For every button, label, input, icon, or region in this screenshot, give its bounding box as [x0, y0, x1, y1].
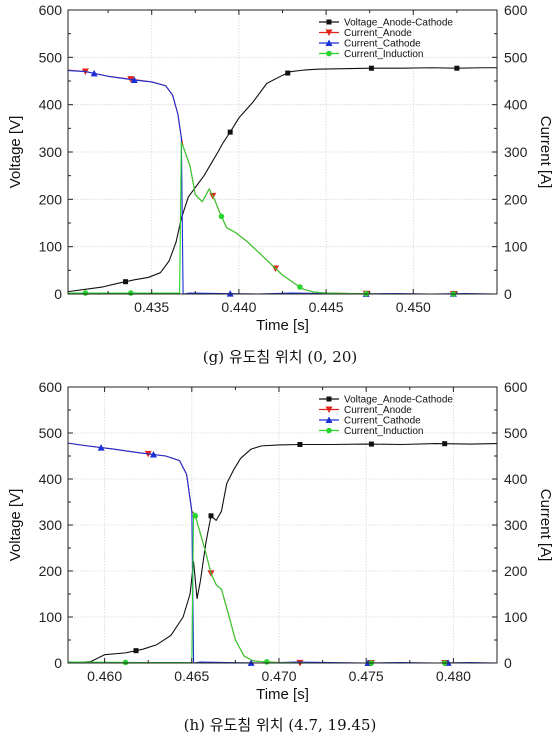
y-tick-label-left: 0 [54, 286, 62, 302]
series-marker-Voltage_Anode-Cathode [133, 648, 139, 654]
x-axis-label: Time [s] [256, 686, 309, 703]
series-line-Voltage_Anode-Cathode [67, 443, 498, 664]
y-tick-label-right: 600 [504, 379, 528, 395]
y-tick-label-left: 200 [39, 563, 63, 579]
y-tick-label-left: 300 [39, 517, 63, 533]
x-axis-label: Time [s] [256, 317, 309, 334]
y-tick-label-right: 0 [504, 655, 512, 671]
y-axis-label-left: Voltage [V] [7, 489, 24, 562]
series-marker-Voltage_Anode-Cathode [123, 279, 129, 285]
y-tick-label-left: 600 [39, 2, 63, 18]
x-tick-label: 0.450 [396, 299, 431, 315]
y-tick-label-right: 500 [504, 49, 528, 65]
legend-marker-Current_Cathode [325, 416, 333, 423]
x-tick-label: 0.475 [349, 668, 384, 684]
y-axis-label-right: Current [A] [537, 116, 554, 189]
series-marker-Voltage_Anode-Cathode [227, 129, 233, 135]
caption-h: (h) 유도침 위치 (4.7, 19.45) [183, 716, 377, 734]
series-marker-Voltage_Anode-Cathode [368, 441, 374, 447]
y-tick-label-right: 600 [504, 2, 528, 18]
x-tick-label: 0.445 [309, 299, 344, 315]
x-tick-label: 0.440 [221, 299, 256, 315]
legend-label-Current_Induction: Current_Induction [344, 49, 424, 60]
caption-g: (g) 유도침 위치 (0, 20) [202, 348, 358, 366]
series-marker-Current_Induction [218, 213, 225, 220]
legend-marker-Voltage_Anode-Cathode [326, 396, 332, 402]
y-tick-label-left: 500 [39, 49, 63, 65]
legend-label-Current_Anode: Current_Anode [344, 405, 412, 416]
series-marker-Current_Induction [297, 284, 303, 290]
series-marker-Voltage_Anode-Cathode [285, 70, 291, 76]
x-tick-label: 0.480 [436, 668, 471, 684]
legend-marker-Current_Induction [326, 427, 332, 434]
series-marker-Current_Cathode [226, 290, 234, 297]
legend-label-Current_Cathode: Current_Cathode [344, 416, 421, 427]
y-tick-label-right: 500 [504, 425, 528, 441]
y-axis-label-right: Current [A] [537, 489, 554, 562]
legend-marker-Current_Induction [326, 50, 332, 57]
series-marker-Current_Cathode [130, 76, 138, 84]
series-marker-Current_Induction [122, 659, 129, 666]
series-marker-Current_Induction [192, 513, 199, 519]
series-marker-Current_Induction [264, 659, 270, 665]
series-line-Voltage_Anode-Cathode [67, 67, 497, 293]
series-marker-Voltage_Anode-Cathode [297, 442, 303, 447]
chart-1: 0 0 100 100 200 200 300 300 400 400 500 500 600 600 0.… [7, 379, 554, 703]
series-marker-Voltage_Anode-Cathode [442, 441, 448, 447]
legend-marker-Voltage_Anode-Cathode [326, 19, 332, 25]
y-tick-label-left: 200 [39, 191, 63, 207]
y-tick-label-left: 600 [39, 379, 63, 395]
series-marker-Current_Induction [127, 290, 134, 296]
y-axis-label-left: Voltage [V] [7, 116, 24, 189]
series-marker-Current_Cathode [149, 450, 157, 458]
y-tick-label-right: 300 [504, 144, 528, 160]
legend-marker-Current_Cathode [325, 39, 333, 46]
y-tick-label-left: 400 [39, 471, 63, 487]
series-marker-Voltage_Anode-Cathode [208, 513, 214, 519]
y-tick-label-left: 400 [39, 97, 63, 113]
legend-label-Current_Anode: Current_Anode [344, 28, 412, 39]
x-tick-label: 0.470 [261, 668, 296, 684]
series-marker-Current_Cathode [90, 69, 98, 77]
legend-label-Voltage_Anode-Cathode: Voltage_Anode-Cathode [344, 18, 453, 29]
y-tick-label-right: 200 [504, 191, 528, 207]
y-tick-label-right: 100 [504, 239, 528, 255]
chart-0: 0 0 100 100 200 200 300 300 400 400 500 500 600 600 0.… [7, 2, 554, 334]
legend-marker-Current_Anode [325, 406, 333, 413]
y-tick-label-left: 100 [39, 609, 63, 625]
legend-marker-Current_Anode [325, 29, 333, 36]
series-marker-Voltage_Anode-Cathode [454, 65, 460, 71]
legend-label-Current_Cathode: Current_Cathode [344, 39, 421, 50]
y-tick-label-left: 100 [39, 239, 63, 255]
y-tick-label-right: 0 [504, 286, 512, 302]
series-marker-Current_Cathode [97, 444, 105, 451]
y-tick-label-right: 100 [504, 609, 528, 625]
series-marker-Voltage_Anode-Cathode [368, 65, 374, 71]
y-tick-label-right: 400 [504, 97, 528, 113]
y-tick-label-right: 400 [504, 471, 528, 487]
legend-label-Voltage_Anode-Cathode: Voltage_Anode-Cathode [344, 395, 453, 406]
legend-label-Current_Induction: Current_Induction [344, 426, 424, 437]
x-tick-label: 0.465 [174, 668, 209, 684]
series-marker-Current_Induction [82, 290, 89, 296]
y-tick-label-right: 200 [504, 563, 528, 579]
x-tick-label: 0.435 [134, 299, 169, 315]
y-tick-label-left: 0 [54, 655, 62, 671]
y-tick-label-left: 300 [39, 144, 63, 160]
y-tick-label-right: 300 [504, 517, 528, 533]
y-tick-label-left: 500 [39, 425, 63, 441]
x-tick-label: 0.460 [87, 668, 122, 684]
